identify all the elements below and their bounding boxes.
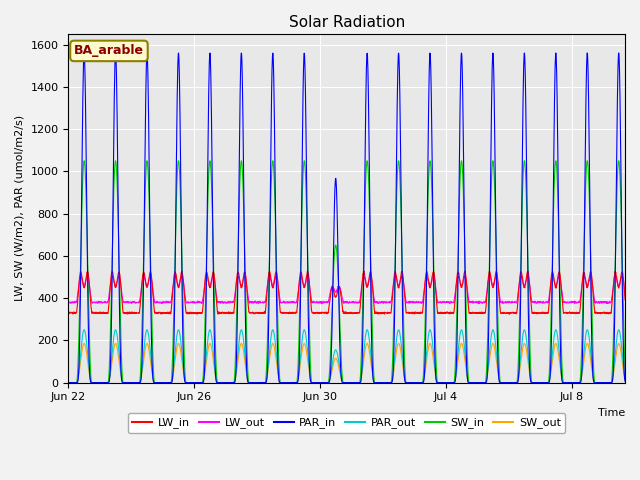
Line: PAR_out: PAR_out <box>68 330 634 383</box>
LW_out <box>630 300 638 306</box>
LW_out <box>120 300 127 306</box>
LW_in <box>558 290 566 296</box>
PAR_in <box>190 380 198 385</box>
LW_in <box>370 299 378 305</box>
Line: LW_in: LW_in <box>68 271 634 314</box>
SW_out <box>615 341 623 347</box>
SW_out <box>65 380 72 385</box>
LW_out <box>154 300 161 305</box>
PAR_out <box>190 380 198 385</box>
LW_in <box>506 312 513 317</box>
PAR_in <box>270 75 278 81</box>
PAR_out <box>557 370 565 376</box>
LW_in <box>65 309 72 315</box>
Line: SW_out: SW_out <box>68 344 634 383</box>
LW_out <box>65 299 72 305</box>
Text: BA_arable: BA_arable <box>74 45 144 58</box>
SW_out <box>369 377 377 383</box>
PAR_in <box>120 380 127 385</box>
PAR_in <box>615 50 623 56</box>
LW_in <box>190 310 198 315</box>
PAR_in <box>557 369 565 374</box>
SW_in <box>120 380 127 385</box>
LW_out <box>270 280 278 286</box>
SW_in <box>190 380 198 385</box>
PAR_out <box>154 380 161 385</box>
LW_out <box>558 287 566 292</box>
SW_out <box>120 380 127 385</box>
PAR_out <box>120 380 127 385</box>
LW_in <box>270 282 278 288</box>
SW_in <box>270 167 278 172</box>
SW_out <box>154 380 161 385</box>
SW_in <box>369 363 377 369</box>
SW_out <box>190 380 198 385</box>
LW_in <box>154 310 161 316</box>
PAR_out <box>615 327 623 333</box>
Y-axis label: LW, SW (W/m2), PAR (umol/m2/s): LW, SW (W/m2), PAR (umol/m2/s) <box>15 115 25 301</box>
PAR_in <box>630 380 638 385</box>
PAR_out <box>630 380 638 385</box>
SW_out <box>630 380 638 385</box>
LW_out <box>190 300 198 306</box>
LW_out <box>370 294 378 300</box>
PAR_in <box>65 380 72 385</box>
LW_in <box>360 268 367 274</box>
Line: LW_out: LW_out <box>68 275 634 304</box>
LW_out <box>318 301 326 307</box>
Line: SW_in: SW_in <box>68 161 634 383</box>
PAR_out <box>369 376 377 382</box>
PAR_in <box>154 380 161 385</box>
LW_in <box>630 311 638 317</box>
Line: PAR_in: PAR_in <box>68 53 634 383</box>
SW_in <box>630 380 638 385</box>
LW_in <box>120 310 127 316</box>
SW_in <box>557 339 565 345</box>
X-axis label: Time: Time <box>598 408 625 418</box>
LW_out <box>172 272 179 278</box>
PAR_out <box>270 329 278 335</box>
Title: Solar Radiation: Solar Radiation <box>289 15 405 30</box>
SW_out <box>557 372 565 378</box>
Legend: LW_in, LW_out, PAR_in, PAR_out, SW_in, SW_out: LW_in, LW_out, PAR_in, PAR_out, SW_in, S… <box>128 413 565 433</box>
SW_out <box>270 342 278 348</box>
SW_in <box>615 158 623 164</box>
SW_in <box>154 380 161 385</box>
PAR_in <box>369 378 377 384</box>
PAR_out <box>65 380 72 385</box>
SW_in <box>65 380 72 385</box>
